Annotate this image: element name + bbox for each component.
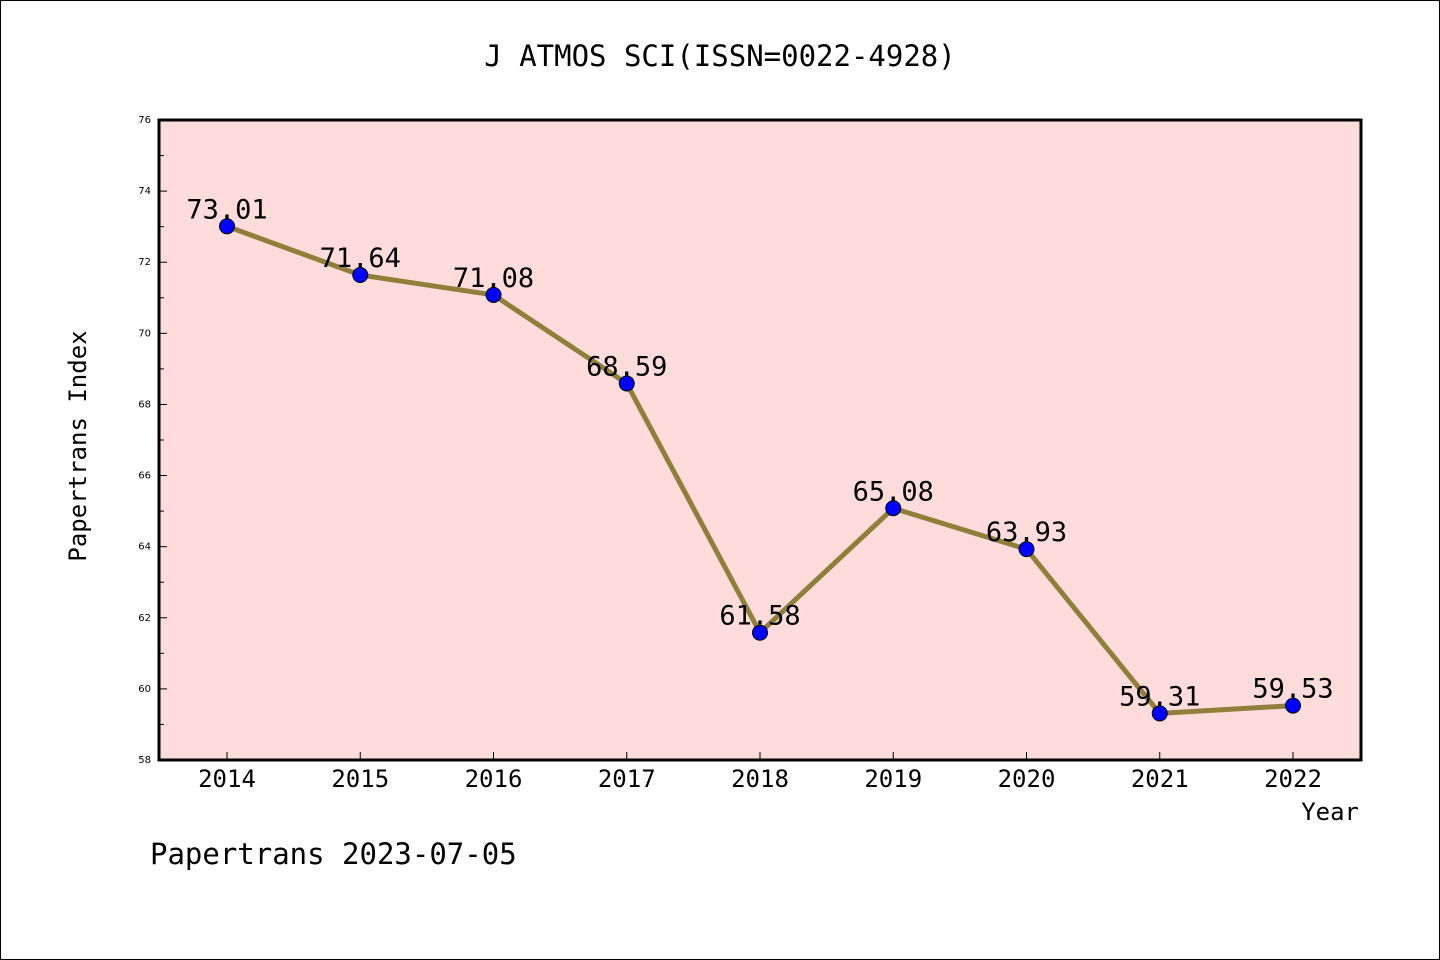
x-tick-label: 2021 [1131,765,1189,793]
plot-area [157,118,1363,762]
y-tick-label: 62 [138,613,151,624]
data-label: 71.64 [320,243,401,274]
data-point [219,218,235,235]
data-point [752,624,768,641]
data-label: 71.08 [453,263,534,294]
x-tick-label: 2018 [731,765,789,793]
data-point [1151,705,1168,722]
series-markers [219,218,1301,722]
y-tick-label: 64 [138,542,151,553]
y-axis-label: Papertrans Index [64,330,92,561]
data-point [618,375,635,392]
x-tick-label: 2015 [331,765,389,793]
data-labels: 73.01 71.64 71.08 68.59 61.58 65.08 63.93 59.31… [186,194,1333,712]
x-tick-label: 2016 [465,765,523,793]
y-axis: 58 60 62 64 66 68 70 72 74 76 [138,115,167,766]
x-axis-label: Year [1301,798,1359,826]
data-point [1285,697,1301,714]
data-point [885,500,902,517]
y-tick-label: 66 [138,471,151,482]
x-tick-label: 2020 [998,765,1056,793]
x-tick-label: 2019 [864,765,922,793]
x-tick-label: 2022 [1264,765,1322,793]
data-point [1018,541,1035,558]
data-label: 68.59 [586,351,667,382]
y-tick-label: 58 [138,755,151,766]
y-tick-label: 70 [138,328,151,339]
footer-caption: Papertrans 2023-07-05 [150,837,517,871]
y-tick-label: 68 [138,399,151,410]
data-label: 59.53 [1252,674,1333,705]
y-tick-label: 74 [138,186,151,197]
x-tick-label: 2017 [598,765,656,793]
data-label: 63.93 [986,517,1067,548]
x-tick-label: 2014 [198,765,256,793]
x-axis: 2014 2015 2016 2017 2018 2019 2020 2021 2022 [198,752,1322,793]
data-label: 73.01 [186,194,267,225]
y-tick-label: 76 [138,115,151,126]
data-point [352,267,369,284]
chart-title: J ATMOS SCI(ISSN=0022-4928) [484,39,955,73]
data-label: 59.31 [1119,681,1200,712]
y-tick-label: 72 [138,257,151,268]
data-label: 65.08 [853,476,934,507]
data-point [485,286,502,303]
y-tick-label: 60 [138,684,151,695]
data-label: 61.58 [719,601,800,632]
